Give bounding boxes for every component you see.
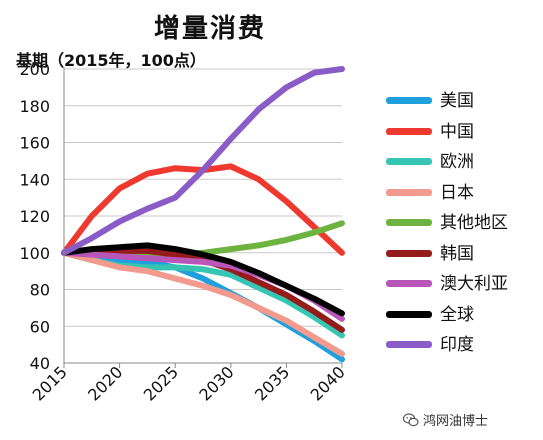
y-axis-label: 基期（2015年，100点） xyxy=(15,51,206,70)
wechat-icon xyxy=(403,412,419,426)
legend-swatch xyxy=(386,127,432,135)
legend-item: 欧洲 xyxy=(386,149,536,175)
legend-swatch xyxy=(386,341,432,348)
legend-item: 全球 xyxy=(386,302,536,328)
legend-label: 澳大利亚 xyxy=(440,274,508,294)
legend-label: 全球 xyxy=(440,304,474,325)
y-tick-label: 140 xyxy=(19,170,50,189)
legend-label: 韩国 xyxy=(440,243,474,264)
series-line xyxy=(61,249,345,357)
legend-item: 中国 xyxy=(386,119,536,145)
series-line xyxy=(61,249,345,363)
legend-item: 其他地区 xyxy=(386,210,536,236)
chart-title: 增量消费 xyxy=(153,14,266,44)
legend-swatch xyxy=(386,280,432,287)
legend-item: 澳大利亚 xyxy=(386,271,536,297)
legend-label: 日本 xyxy=(440,182,474,203)
legend-label: 美国 xyxy=(440,91,474,111)
y-tick-label: 120 xyxy=(19,207,50,226)
x-tick-label: 2020 xyxy=(84,362,126,404)
legend-item: 韩国 xyxy=(386,241,536,267)
legend-swatch xyxy=(386,188,432,196)
watermark-text: 鸿网油博士 xyxy=(423,414,489,429)
legend-item: 印度 xyxy=(386,332,536,358)
axes xyxy=(63,67,343,368)
y-tick-labels: 40 60 80 100 120 140 160 180 200 xyxy=(19,60,50,373)
y-tick-label: 160 xyxy=(19,134,50,153)
y-tick-label: 40 xyxy=(30,354,50,373)
series-lines xyxy=(61,66,345,363)
series-line xyxy=(61,66,345,256)
legend-swatch xyxy=(386,158,432,165)
x-tick-label: 2035 xyxy=(251,362,293,404)
x-tick-label: 2025 xyxy=(140,362,182,404)
x-tick-label: 2030 xyxy=(195,362,237,404)
series-line xyxy=(61,242,345,317)
legend-item: 日本 xyxy=(386,180,536,206)
x-tick-label: 2040 xyxy=(307,362,349,404)
x-tick-labels: 2015 2020 2025 2030 2035 2040 xyxy=(29,362,349,404)
legend-swatch xyxy=(386,219,432,226)
legend-label: 印度 xyxy=(440,335,474,355)
y-tick-label: 60 xyxy=(30,317,50,336)
legend-label: 中国 xyxy=(440,121,474,142)
legend-label: 欧洲 xyxy=(440,152,474,172)
y-tick-label: 200 xyxy=(19,60,50,79)
legend-swatch xyxy=(386,310,432,318)
y-tick-label: 100 xyxy=(19,244,50,263)
y-tick-label: 80 xyxy=(30,281,50,300)
y-tick-label: 180 xyxy=(19,97,50,116)
legend-swatch xyxy=(386,97,432,104)
legend-label: 其他地区 xyxy=(440,213,508,233)
legend-item: 美国 xyxy=(386,88,536,114)
watermark: 鸿网油博士 xyxy=(403,410,488,429)
legend-swatch xyxy=(386,249,432,257)
